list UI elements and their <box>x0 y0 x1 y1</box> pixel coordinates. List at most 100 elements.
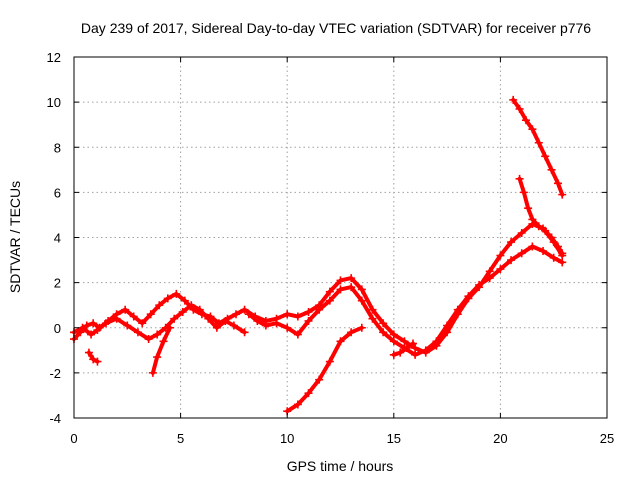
y-tick-label: -2 <box>49 366 61 381</box>
data-point-marker <box>336 276 345 285</box>
data-point-marker <box>315 375 324 384</box>
data-point-marker <box>283 310 292 319</box>
data-point-marker <box>347 274 356 283</box>
data-point-marker <box>357 285 366 294</box>
data-point-marker <box>379 328 388 337</box>
series-line <box>246 244 565 357</box>
data-point-marker <box>240 305 249 314</box>
data-point-marker <box>283 323 292 332</box>
series-arc-f <box>515 174 567 258</box>
data-point-marker <box>347 283 356 292</box>
data-point-marker <box>443 321 452 330</box>
data-point-marker <box>534 222 543 231</box>
data-point-marker <box>240 328 249 337</box>
data-point-marker <box>195 305 204 314</box>
data-point-marker <box>528 125 537 134</box>
chart-title: Day 239 of 2017, Sidereal Day-to-day VTE… <box>81 20 591 36</box>
data-point-marker <box>496 265 505 274</box>
data-point-marker <box>558 190 567 199</box>
data-point-marker <box>315 305 324 314</box>
data-point-marker <box>144 335 153 344</box>
data-point-marker <box>541 226 550 235</box>
data-point-marker <box>165 323 174 332</box>
data-point-marker <box>558 258 567 267</box>
data-point-marker <box>528 242 537 251</box>
data-point-marker <box>84 348 93 357</box>
data-point-marker <box>187 301 196 310</box>
data-point-marker <box>253 316 262 325</box>
data-point-marker <box>82 321 91 330</box>
data-point-marker <box>93 357 102 366</box>
data-point-marker <box>304 316 313 325</box>
data-point-marker <box>347 328 356 337</box>
data-point-marker <box>153 330 162 339</box>
data-point-marker <box>547 165 556 174</box>
data-point-marker <box>112 314 121 323</box>
data-point-marker <box>539 247 548 256</box>
y-tick-label: 2 <box>54 276 61 291</box>
data-point-marker <box>229 321 238 330</box>
data-point-marker <box>138 319 147 328</box>
data-point-marker <box>272 319 281 328</box>
data-point-marker <box>159 337 168 346</box>
data-point-marker <box>515 104 524 113</box>
data-point-marker <box>293 400 302 409</box>
x-tick-label: 10 <box>280 431 294 446</box>
y-axis-label: SDTVAR / TECUs <box>7 181 23 293</box>
series-arc-h <box>84 348 102 366</box>
data-point-marker <box>453 305 462 314</box>
data-point-marker <box>389 337 398 346</box>
data-point-marker <box>408 339 417 348</box>
data-point-marker <box>379 319 388 328</box>
data-point-marker <box>558 249 567 258</box>
data-point-marker <box>534 138 543 147</box>
data-point-marker <box>93 326 102 335</box>
series-arc-g <box>148 323 174 377</box>
data-point-marker <box>261 321 270 330</box>
data-point-marker <box>549 253 558 262</box>
data-point-marker <box>293 312 302 321</box>
data-point-marker <box>485 267 494 276</box>
data-point-marker <box>475 280 484 289</box>
data-point-marker <box>89 319 98 328</box>
x-tick-label: 15 <box>387 431 401 446</box>
axis-ticks: 0 5 10 15 20 25 -4 -2 0 2 4 6 8 10 12 <box>47 50 615 446</box>
series-arc-d <box>283 323 366 416</box>
data-point-marker <box>78 323 87 332</box>
data-point-marker <box>133 328 142 337</box>
y-tick-label: 0 <box>54 321 61 336</box>
data-point-marker <box>357 296 366 305</box>
data-point-marker <box>389 330 398 339</box>
y-tick-label: 4 <box>54 231 61 246</box>
data-point-marker <box>146 310 155 319</box>
data-point-marker <box>432 337 441 346</box>
data-point-marker <box>148 368 157 377</box>
x-tick-label: 5 <box>177 431 184 446</box>
data-point-marker <box>304 307 313 316</box>
data-point-marker <box>485 274 494 283</box>
data-point-marker <box>396 348 405 357</box>
series-arc-e <box>509 95 567 199</box>
data-point-marker <box>509 95 518 104</box>
data-point-marker <box>89 355 98 364</box>
series-line <box>391 341 415 357</box>
data-point-marker <box>528 215 537 224</box>
data-point-marker <box>204 314 213 323</box>
data-point-marker <box>541 152 550 161</box>
data-point-marker <box>325 357 334 366</box>
data-point-marker <box>507 238 516 247</box>
data-point-marker <box>411 344 420 353</box>
data-point-marker <box>521 116 530 125</box>
data-point-marker <box>325 296 334 305</box>
data-point-marker <box>155 301 164 310</box>
data-point-marker <box>170 314 179 323</box>
y-tick-label: -4 <box>49 411 61 426</box>
data-point-marker <box>400 337 409 346</box>
data-point-marker <box>547 233 556 242</box>
data-point-marker <box>123 321 132 330</box>
y-tick-label: 8 <box>54 140 61 155</box>
data-point-marker <box>517 249 526 258</box>
x-tick-label: 0 <box>70 431 77 446</box>
series-line <box>150 325 172 375</box>
